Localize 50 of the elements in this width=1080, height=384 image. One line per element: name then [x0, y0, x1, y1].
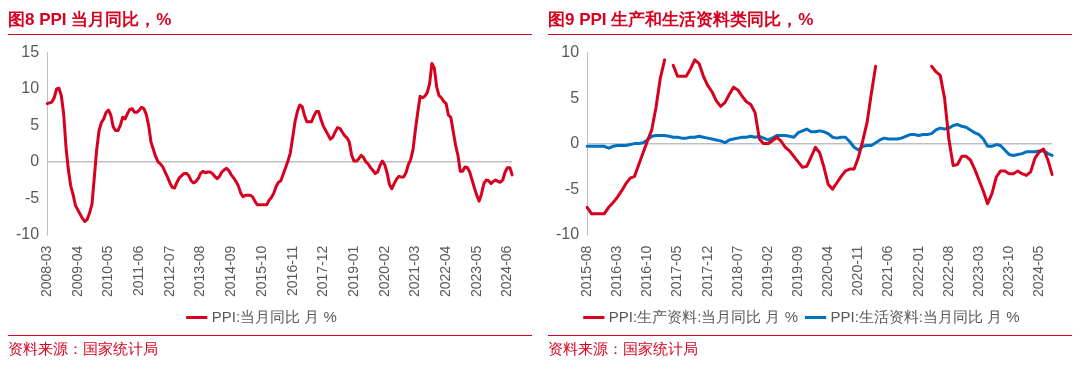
y-tick-label: -5: [24, 188, 40, 206]
x-tick-label: 2014-09: [222, 245, 239, 298]
text: 资料来源：国家统计局: [548, 340, 699, 359]
x-tick-label: 2020-11: [849, 245, 866, 296]
y-tick-label: -10: [16, 225, 40, 243]
x-tick-label: 2020-02: [375, 245, 392, 298]
y-tick-label: -5: [564, 179, 580, 197]
y-tick-label: 10: [21, 79, 40, 97]
x-tick-label: 2022-04: [436, 245, 453, 298]
y-tick-label: 5: [570, 88, 580, 106]
y-tick-label: 0: [570, 134, 580, 152]
x-tick-label: 2010-05: [99, 245, 116, 298]
x-tick-label: 2015-10: [252, 245, 269, 298]
x-tick-label: 2019-01: [344, 245, 361, 298]
chart-title: 图8 PPI 当月同比，%: [8, 8, 532, 35]
x-tick-label: 2022-08: [939, 245, 956, 298]
x-tick-label: 2023-03: [969, 245, 986, 298]
y-tick-label: -10: [556, 225, 580, 243]
x-tick-label: 2017-12: [314, 245, 331, 298]
legend-label: PPI:当月同比 月 %: [211, 307, 337, 325]
x-tick-label: 2022-01: [909, 245, 926, 298]
legend-label: PPI:生活资料:当月同比 月 %: [830, 307, 1020, 325]
x-tick-label: 2021-06: [879, 245, 896, 298]
x-tick-label: 2023-10: [1000, 245, 1016, 298]
x-tick-label: 2008-03: [37, 245, 54, 298]
x-tick-label: 2019-02: [758, 245, 775, 298]
x-tick-label: 2016-03: [608, 245, 625, 298]
x-tick-label: 2020-04: [819, 245, 836, 298]
x-tick-label: 2021-03: [406, 245, 423, 298]
x-tick-label: 2024-05: [1030, 245, 1047, 298]
x-tick-label: 2017-05: [668, 245, 685, 298]
text: 资料来源：国家统计局: [8, 340, 159, 359]
legend-label: PPI:生产资料:当月同比 月 %: [608, 307, 798, 325]
x-tick-label: 2016-10: [638, 245, 655, 298]
x-tick-label: 2015-08: [577, 245, 594, 298]
y-tick-label: 0: [30, 152, 40, 170]
y-tick-label: 15: [21, 43, 40, 61]
x-tick-label: 2018-07: [728, 245, 745, 298]
chart-title: 图9 PPI 生产和生活资料类同比，%: [548, 8, 1072, 35]
y-tick-label: 10: [561, 43, 580, 61]
x-tick-label: 2009-04: [68, 245, 85, 298]
x-tick-label: 2011-06: [130, 245, 147, 296]
x-tick-label: 2016-11: [283, 245, 300, 296]
x-tick-label: 2024-06: [498, 245, 515, 298]
x-tick-label: 2017-12: [698, 245, 715, 298]
x-tick-label: 2013-08: [191, 245, 208, 298]
x-tick-label: 2023-05: [467, 245, 484, 298]
x-tick-label: 2019-09: [788, 245, 805, 298]
y-tick-label: 5: [30, 115, 40, 133]
x-tick-label: 2012-07: [160, 245, 177, 298]
